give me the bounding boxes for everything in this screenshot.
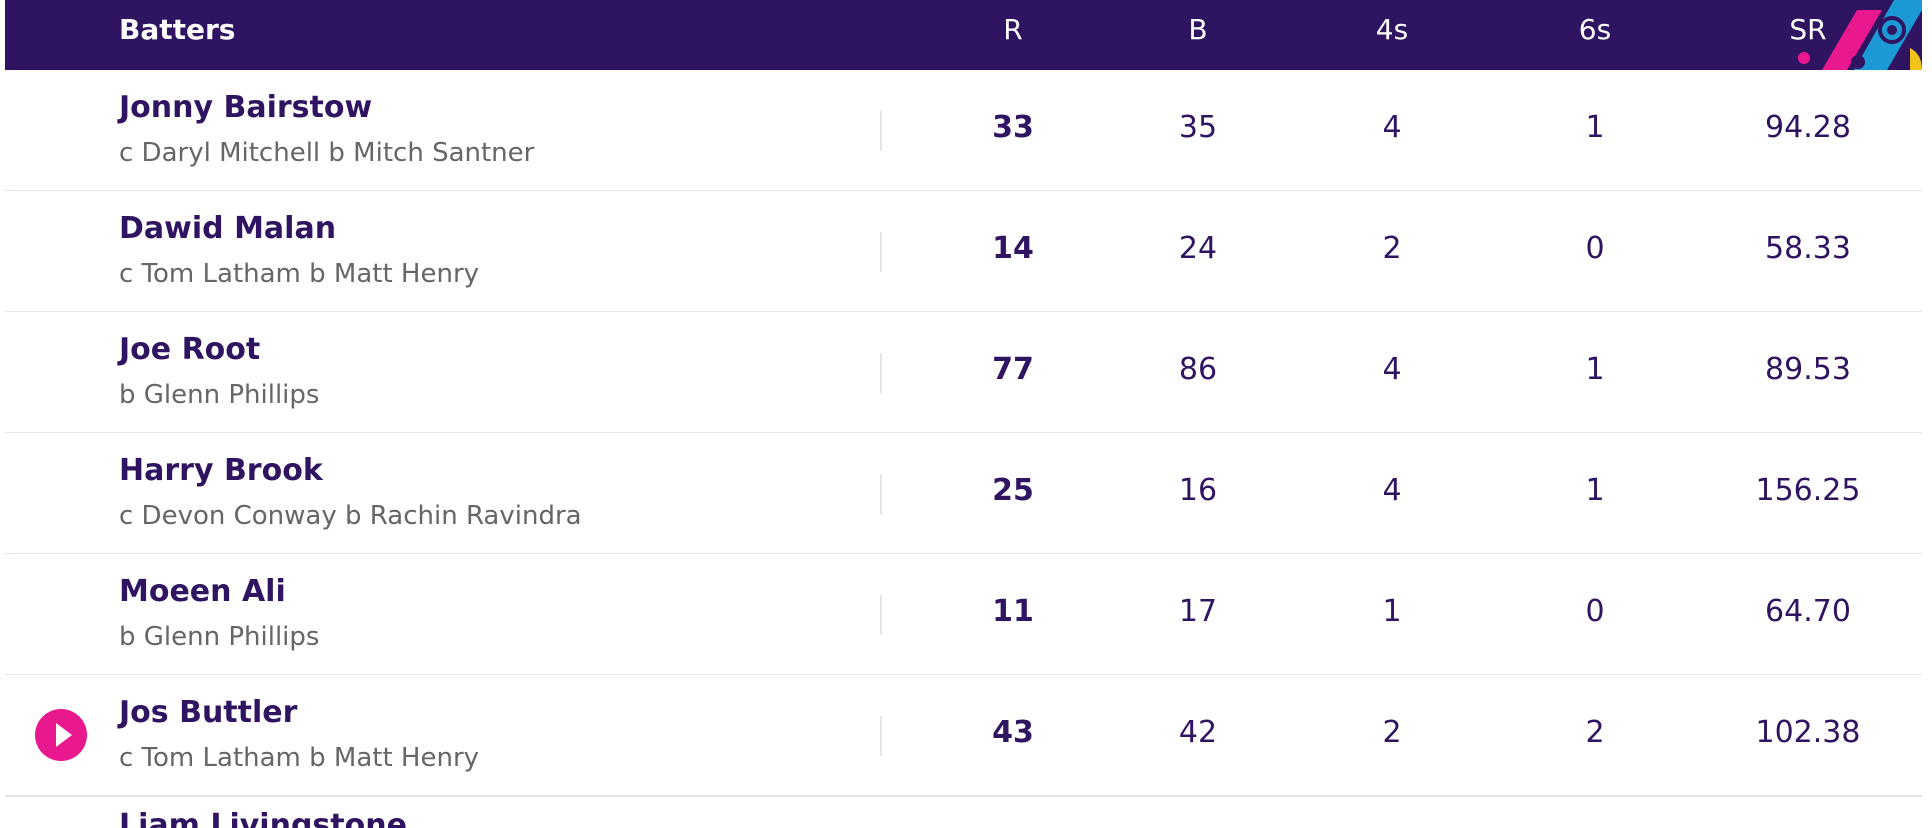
pattern-decoration-icon [1798,0,1922,70]
balls-value: 35 [1178,110,1218,145]
fours-value: 4 [1382,110,1402,145]
batter-row-2[interactable]: Dawid Malan c Tom Latham b Matt Henry 14… [5,191,1922,313]
sixes-value: 1 [1585,352,1605,387]
batter-name[interactable]: Jos Buttler [119,695,298,730]
dismissal-text: b Glenn Phillips [119,622,320,652]
header-fours: 4s [1375,13,1409,46]
runs-value: 77 [992,352,1034,387]
fours-value: 4 [1382,473,1402,508]
fours-value: 4 [1382,352,1402,387]
header-batters: Batters [119,13,236,46]
balls-value: 24 [1178,231,1218,266]
sixes-value: 2 [1585,715,1605,750]
runs-value: 11 [992,594,1034,629]
runs-value: 33 [992,110,1034,145]
strike-rate-value: 156.25 [1755,473,1861,508]
divider [880,232,882,272]
divider [880,595,882,635]
batter-name[interactable]: Jonny Bairstow [119,90,373,125]
strike-rate-value: 102.38 [1755,715,1861,750]
runs-value: 43 [992,715,1034,750]
balls-value: 42 [1178,715,1218,750]
dismissal-text: c Tom Latham b Matt Henry [119,259,480,289]
batter-name[interactable]: Moeen Ali [119,574,286,609]
balls-value: 17 [1178,594,1218,629]
scorecard-header: Batters R B 4s 6s SR [5,0,1922,70]
header-sixes: 6s [1578,13,1612,46]
sixes-value: 0 [1585,231,1605,266]
strike-rate-value: 94.28 [1765,110,1851,145]
batter-row-7-partial[interactable]: Liam Livingstone [5,812,1922,828]
batter-row-6[interactable]: Jos Buttler c Tom Latham b Matt Henry 43… [5,675,1922,797]
sixes-value: 1 [1585,473,1605,508]
batter-row-5[interactable]: Moeen Ali b Glenn Phillips 11 17 1 0 64.… [5,554,1922,676]
dismissal-text: c Daryl Mitchell b Mitch Santner [119,138,535,168]
batter-name[interactable]: Harry Brook [119,453,323,488]
dismissal-text: c Devon Conway b Rachin Ravindra [119,501,582,531]
dismissal-text: b Glenn Phillips [119,380,320,410]
divider [880,716,882,756]
strike-rate-value: 64.70 [1765,594,1851,629]
batter-row-3[interactable]: Joe Root b Glenn Phillips 77 86 4 1 89.5… [5,312,1922,434]
fours-value: 1 [1382,594,1402,629]
header-balls: B [1188,13,1208,46]
header-runs: R [1003,13,1023,46]
batter-name[interactable]: Joe Root [119,332,261,367]
strike-rate-value: 58.33 [1765,231,1851,266]
batter-name[interactable]: Liam Livingstone [119,812,407,828]
fours-value: 2 [1382,231,1402,266]
batter-row-4[interactable]: Harry Brook c Devon Conway b Rachin Ravi… [5,433,1922,555]
batter-row-1[interactable]: Jonny Bairstow c Daryl Mitchell b Mitch … [5,70,1922,192]
balls-value: 86 [1178,352,1218,387]
sixes-value: 0 [1585,594,1605,629]
sixes-value: 1 [1585,110,1605,145]
play-circle-icon[interactable] [35,709,87,761]
fours-value: 2 [1382,715,1402,750]
divider [880,111,882,151]
header-strike-rate: SR [1789,13,1827,46]
strike-rate-value: 89.53 [1765,352,1851,387]
runs-value: 14 [992,231,1034,266]
batter-name[interactable]: Dawid Malan [119,211,337,246]
divider [880,474,882,514]
balls-value: 16 [1178,473,1218,508]
dismissal-text: c Tom Latham b Matt Henry [119,743,480,773]
divider [880,353,882,393]
runs-value: 25 [992,473,1034,508]
